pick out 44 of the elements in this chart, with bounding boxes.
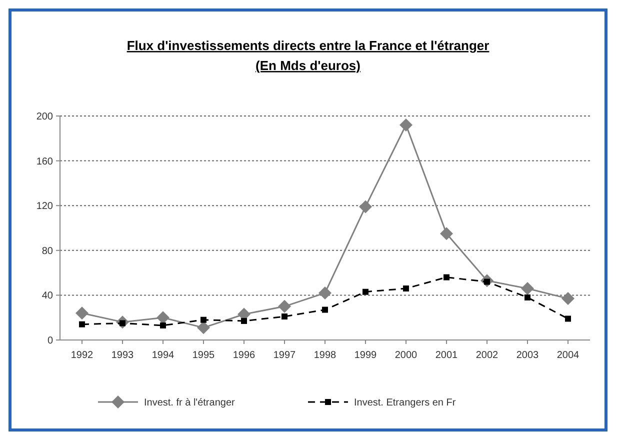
x-tick-label: 2000 bbox=[394, 350, 418, 361]
point bbox=[524, 294, 530, 300]
x-tick-label: 1999 bbox=[354, 350, 378, 361]
point bbox=[322, 306, 328, 313]
point bbox=[76, 306, 88, 320]
point bbox=[79, 321, 85, 328]
x-tick-label: 1997 bbox=[273, 350, 296, 361]
point bbox=[444, 274, 450, 280]
point bbox=[440, 227, 453, 240]
y-tick-label: 200 bbox=[36, 112, 54, 122]
point bbox=[359, 200, 372, 214]
y-tick-label: 40 bbox=[42, 290, 54, 302]
point bbox=[318, 286, 332, 300]
point bbox=[565, 316, 571, 322]
chart-subtitle: (En Mds d'euros) bbox=[256, 58, 360, 73]
x-tick-label: 1995 bbox=[192, 350, 216, 361]
point bbox=[562, 292, 574, 306]
x-tick-label: 2001 bbox=[435, 350, 458, 361]
x-tick-label: 1992 bbox=[70, 350, 94, 361]
x-tick-label: 1993 bbox=[111, 350, 134, 361]
point bbox=[403, 285, 409, 292]
point bbox=[400, 118, 412, 132]
x-tick-label: 1996 bbox=[232, 350, 256, 361]
y-tick-label: 160 bbox=[36, 156, 54, 168]
point bbox=[156, 311, 170, 324]
point bbox=[278, 300, 291, 313]
x-tick-label: 1998 bbox=[314, 350, 337, 361]
x-tick-label: 2004 bbox=[556, 350, 580, 361]
point bbox=[282, 313, 288, 320]
legend-label: Invest. fr à l'étranger bbox=[144, 398, 236, 408]
y-tick-label: 80 bbox=[42, 246, 54, 257]
legend-label: Invest. Etrangers en Fr bbox=[354, 398, 456, 408]
point bbox=[362, 288, 368, 295]
point bbox=[521, 282, 534, 295]
point bbox=[197, 321, 210, 334]
x-tick-label: 2003 bbox=[516, 350, 540, 361]
y-tick-label: 0 bbox=[47, 336, 54, 346]
point bbox=[241, 318, 247, 324]
y-tick-label: 120 bbox=[36, 201, 54, 212]
chart-title: Flux d'investissements directs entre la France et l'étranger bbox=[126, 38, 490, 53]
x-tick-label: 2002 bbox=[476, 350, 499, 361]
x-tick-label: 1994 bbox=[152, 350, 175, 361]
point bbox=[200, 316, 206, 323]
point bbox=[160, 322, 166, 328]
